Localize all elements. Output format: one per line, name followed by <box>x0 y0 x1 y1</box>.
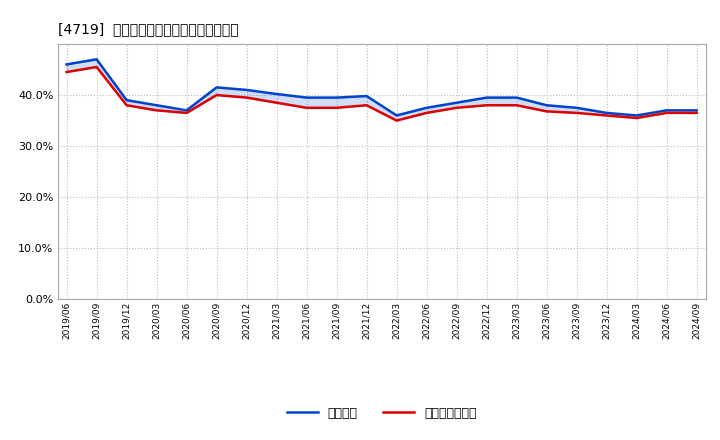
固定比率 <box>92 57 101 62</box>
固定比率 <box>272 92 281 97</box>
固定長期適合率 <box>392 118 401 123</box>
固定長期適合率 <box>182 110 191 116</box>
固定比率 <box>542 103 551 108</box>
固定長期適合率 <box>542 109 551 114</box>
固定長期適合率 <box>602 113 611 118</box>
Line: 固定比率: 固定比率 <box>66 59 697 115</box>
固定長期適合率 <box>452 105 461 110</box>
固定長期適合率 <box>662 110 671 116</box>
固定長期適合率 <box>572 110 581 116</box>
固定比率 <box>122 98 131 103</box>
固定長期適合率 <box>92 64 101 70</box>
固定長期適合率 <box>482 103 491 108</box>
固定比率 <box>693 108 701 113</box>
固定比率 <box>212 85 221 90</box>
Line: 固定長期適合率: 固定長期適合率 <box>66 67 697 121</box>
Text: [4719]  固定比率、固定長期適合率の推移: [4719] 固定比率、固定長期適合率の推移 <box>58 22 238 36</box>
固定長期適合率 <box>122 103 131 108</box>
固定比率 <box>632 113 641 118</box>
固定長期適合率 <box>333 105 341 110</box>
固定比率 <box>182 108 191 113</box>
固定長期適合率 <box>242 95 251 100</box>
固定比率 <box>62 62 71 67</box>
固定長期適合率 <box>212 92 221 98</box>
固定比率 <box>302 95 311 100</box>
固定長期適合率 <box>272 100 281 105</box>
固定比率 <box>362 93 371 99</box>
固定比率 <box>513 95 521 100</box>
固定長期適合率 <box>153 108 161 113</box>
固定比率 <box>662 108 671 113</box>
Legend: 固定比率, 固定長期適合率: 固定比率, 固定長期適合率 <box>282 403 482 425</box>
固定長期適合率 <box>693 110 701 116</box>
固定長期適合率 <box>632 115 641 121</box>
固定比率 <box>392 113 401 118</box>
固定比率 <box>153 103 161 108</box>
固定長期適合率 <box>513 103 521 108</box>
固定比率 <box>242 87 251 92</box>
固定比率 <box>482 95 491 100</box>
固定比率 <box>333 95 341 100</box>
固定長期適合率 <box>302 105 311 110</box>
固定長期適合率 <box>422 110 431 116</box>
固定比率 <box>422 105 431 110</box>
固定比率 <box>452 100 461 105</box>
固定比率 <box>602 110 611 116</box>
固定長期適合率 <box>62 70 71 75</box>
固定比率 <box>572 105 581 110</box>
固定長期適合率 <box>362 103 371 108</box>
